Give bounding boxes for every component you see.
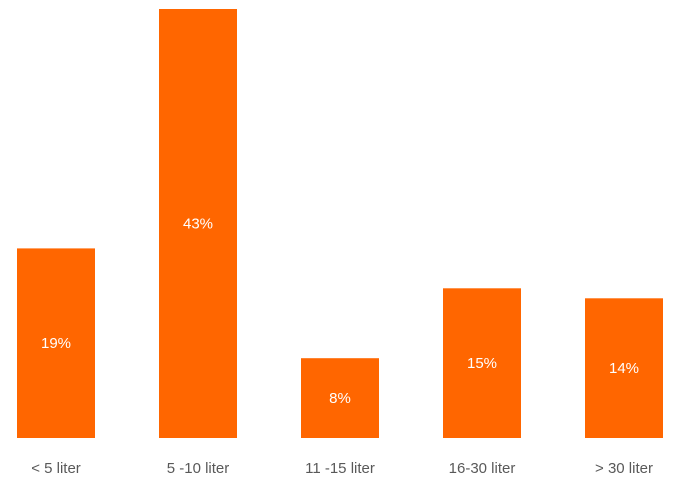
category-label-2: 11 -15 liter bbox=[305, 460, 375, 477]
category-label-3: 16-30 liter bbox=[449, 460, 516, 477]
bar-3 bbox=[443, 288, 521, 438]
data-label-4: 14% bbox=[609, 360, 639, 377]
data-labels-group: 19% 43% 8% 15% 14% bbox=[41, 216, 639, 408]
data-label-0: 19% bbox=[41, 335, 71, 352]
data-label-3: 15% bbox=[467, 355, 497, 372]
category-label-0: < 5 liter bbox=[31, 460, 81, 477]
bar-1 bbox=[159, 9, 237, 438]
category-labels-group: < 5 liter 5 -10 liter 11 -15 liter 16-30 li… bbox=[31, 460, 653, 477]
bars-group bbox=[17, 9, 663, 438]
data-label-2: 8% bbox=[329, 390, 351, 407]
data-label-1: 43% bbox=[183, 216, 213, 233]
bar-0 bbox=[17, 248, 95, 438]
bar-4 bbox=[585, 298, 663, 438]
bar-2 bbox=[301, 358, 379, 438]
category-label-4: > 30 liter bbox=[595, 460, 653, 477]
category-label-1: 5 -10 liter bbox=[167, 460, 230, 477]
